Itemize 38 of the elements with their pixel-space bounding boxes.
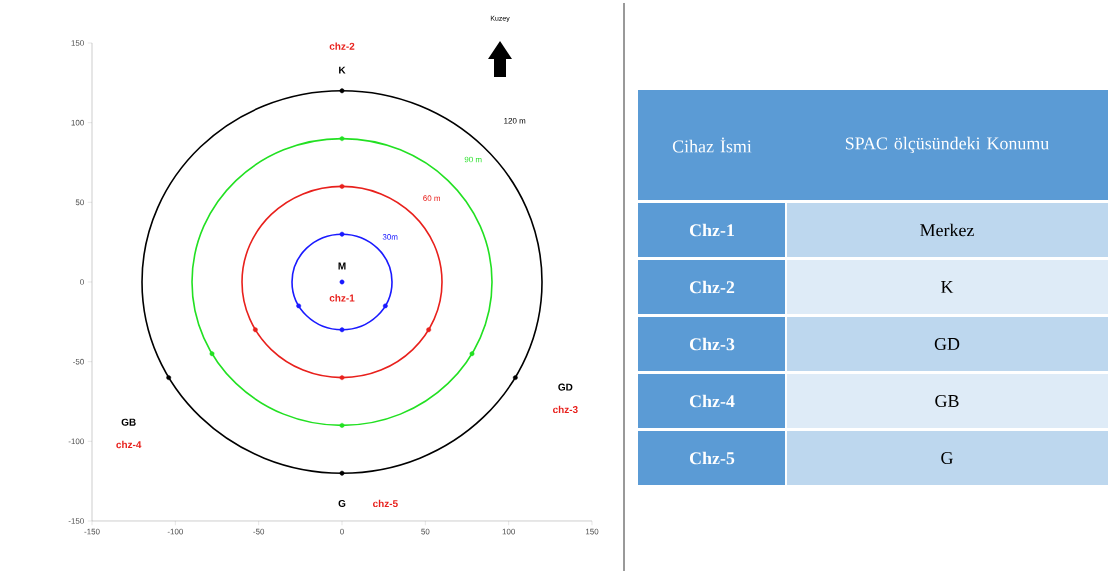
text: Merkez: [920, 223, 974, 237]
annotation: GD: [558, 383, 573, 391]
annotation: GB: [121, 418, 136, 426]
point: [339, 422, 345, 428]
point: [252, 327, 258, 333]
text: Chz-5: [689, 451, 735, 465]
annotation: chz-5: [373, 499, 398, 508]
point: [469, 351, 475, 357]
point: [339, 136, 345, 141]
point: [382, 303, 388, 309]
text: GD: [934, 337, 960, 351]
point: [296, 303, 302, 309]
point: [339, 375, 345, 380]
text: Chz-2: [689, 280, 735, 294]
text: Cihaz İsmi: [672, 137, 752, 153]
annotation: chz-3: [553, 405, 578, 414]
text: K: [941, 281, 954, 293]
text: G: [941, 451, 953, 465]
point: [512, 375, 518, 380]
text: SPAC ölçüsündeki Konumu: [845, 136, 1049, 154]
point: [209, 351, 215, 357]
annotation: chz-4: [116, 440, 142, 449]
point: [339, 470, 345, 476]
point: [166, 375, 172, 380]
annotation: M: [338, 262, 346, 270]
point: [339, 88, 345, 94]
text: Chz-4: [689, 394, 735, 408]
point: [339, 231, 345, 237]
annotation: K: [339, 66, 346, 74]
text: GB: [935, 394, 959, 408]
point: [339, 183, 345, 189]
annotation: chz-1: [329, 294, 355, 302]
text: Chz-3: [689, 337, 735, 351]
text: Chz-1: [689, 223, 734, 237]
point: [426, 327, 432, 333]
point: [339, 327, 345, 333]
annotation: G: [338, 499, 346, 507]
annotation: chz-2: [329, 42, 355, 50]
